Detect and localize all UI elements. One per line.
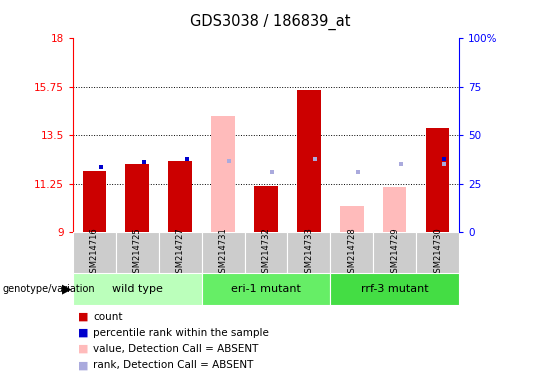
Text: GSM214716: GSM214716 [90, 227, 99, 278]
Text: ■: ■ [78, 360, 89, 370]
Text: GSM214729: GSM214729 [390, 227, 399, 278]
Bar [211, 116, 235, 232]
Text: rank, Detection Call = ABSENT: rank, Detection Call = ABSENT [93, 360, 254, 370]
Bar [383, 187, 407, 232]
Bar [245, 232, 287, 273]
Bar [201, 273, 330, 305]
Text: GSM214725: GSM214725 [133, 227, 141, 278]
Text: GDS3038 / 186839_at: GDS3038 / 186839_at [190, 13, 350, 30]
Bar [83, 171, 106, 232]
Bar [373, 232, 416, 273]
Text: percentile rank within the sample: percentile rank within the sample [93, 328, 269, 338]
Text: ■: ■ [78, 328, 89, 338]
Bar [287, 232, 330, 273]
Bar [330, 232, 373, 273]
Bar [416, 232, 459, 273]
Bar [168, 161, 192, 232]
Text: wild type: wild type [112, 284, 163, 294]
Bar [426, 128, 449, 232]
Text: GSM214733: GSM214733 [305, 227, 313, 278]
Bar [297, 90, 321, 232]
Text: ■: ■ [78, 344, 89, 354]
Text: GSM214732: GSM214732 [261, 227, 271, 278]
Bar [125, 164, 149, 232]
Text: ▶: ▶ [62, 283, 71, 296]
Bar [73, 232, 116, 273]
Bar [330, 273, 459, 305]
Bar [201, 232, 245, 273]
Bar [159, 232, 201, 273]
Text: eri-1 mutant: eri-1 mutant [231, 284, 301, 294]
Text: rrf-3 mutant: rrf-3 mutant [361, 284, 428, 294]
Text: GSM214731: GSM214731 [219, 227, 227, 278]
Text: GSM214727: GSM214727 [176, 227, 185, 278]
Text: GSM214730: GSM214730 [433, 227, 442, 278]
Bar [73, 273, 201, 305]
Bar [254, 185, 278, 232]
Text: GSM214728: GSM214728 [347, 227, 356, 278]
Text: count: count [93, 312, 123, 322]
Text: ■: ■ [78, 312, 89, 322]
Bar [116, 232, 159, 273]
Text: value, Detection Call = ABSENT: value, Detection Call = ABSENT [93, 344, 259, 354]
Text: genotype/variation: genotype/variation [3, 284, 96, 294]
Bar [340, 207, 363, 232]
